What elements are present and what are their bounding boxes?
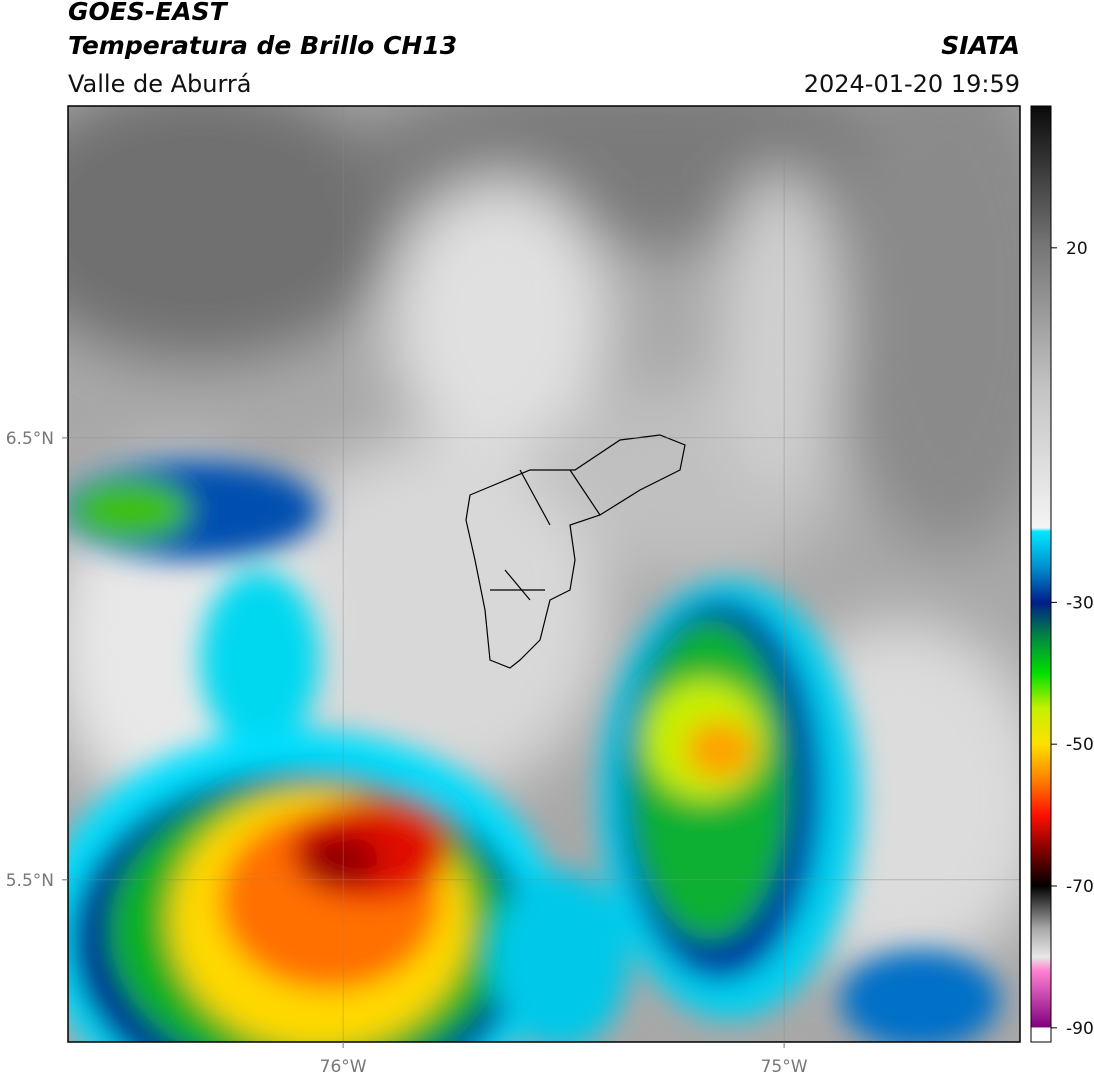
lat-label: 6.5°N xyxy=(6,429,54,449)
title: GOES-EAST xyxy=(68,0,229,26)
region: Valle de Aburrá xyxy=(68,70,252,98)
lon-label: 75°W xyxy=(761,1057,808,1077)
datetime: 2024-01-20 19:59 xyxy=(804,70,1020,98)
source: SIATA xyxy=(941,31,1020,60)
colorbar-label: 20 xyxy=(1066,239,1088,259)
subtitle: Temperatura de Brillo CH13 xyxy=(68,31,457,60)
colorbar-label: -30 xyxy=(1066,593,1094,613)
map-frame xyxy=(67,105,1021,1043)
satellite-image xyxy=(68,106,1020,1042)
colorbar-label: -50 xyxy=(1066,735,1094,755)
colorbar-label: -70 xyxy=(1066,877,1094,897)
municipal-boundaries xyxy=(465,434,686,669)
lon-label: 76°W xyxy=(320,1057,367,1077)
colorbar-label: -90 xyxy=(1066,1019,1094,1039)
lat-label: 5.5°N xyxy=(6,871,54,891)
colorbar xyxy=(1030,105,1052,1043)
